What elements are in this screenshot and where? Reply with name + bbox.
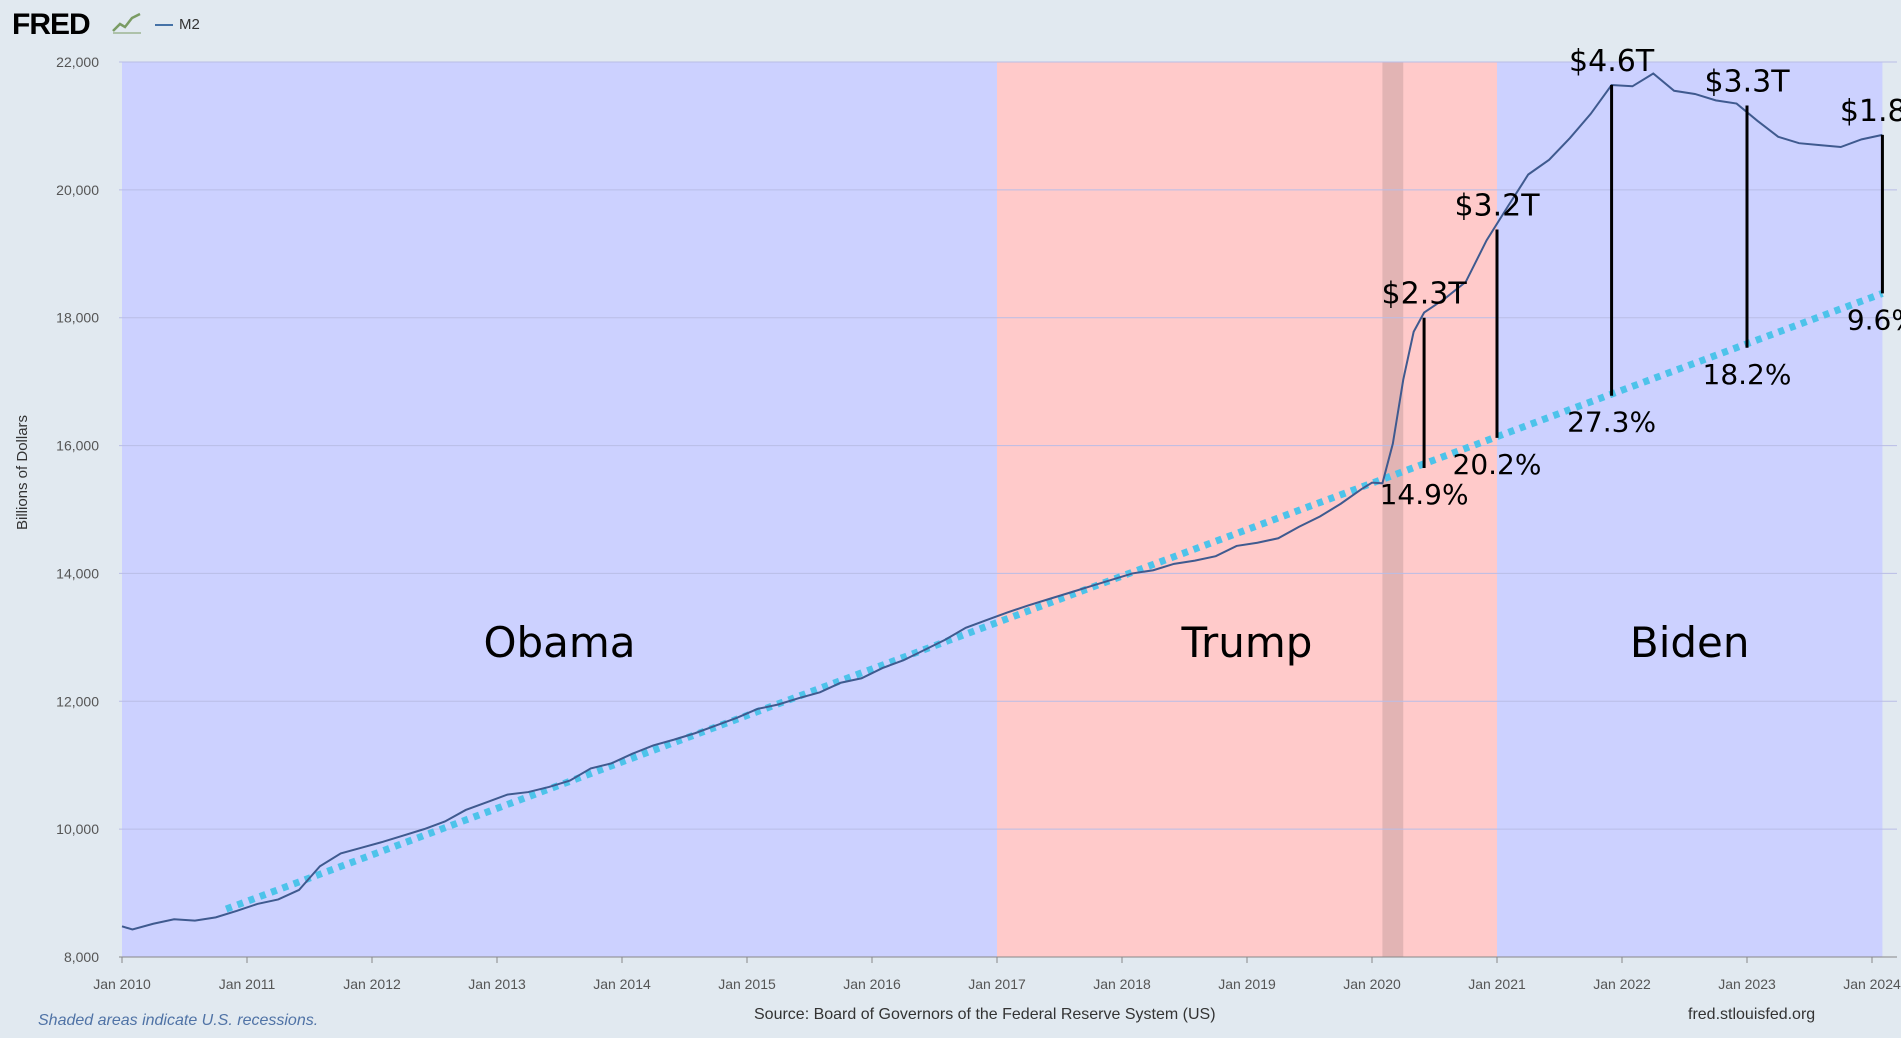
x-tick-label: Jan 2019 bbox=[1218, 976, 1276, 992]
gap-percent-label: 14.9% bbox=[1380, 478, 1469, 511]
y-tick-label: 22,000 bbox=[56, 54, 99, 70]
y-tick-label: 14,000 bbox=[56, 565, 99, 581]
gap-amount-label: $2.3T bbox=[1382, 277, 1468, 312]
x-tick-label: Jan 2020 bbox=[1343, 976, 1401, 992]
gap-amount-label: $1.8T bbox=[1840, 94, 1901, 129]
x-tick-label: Jan 2015 bbox=[718, 976, 776, 992]
x-tick-label: Jan 2011 bbox=[219, 976, 276, 992]
x-tick-label: Jan 2018 bbox=[1093, 976, 1151, 992]
x-tick-label: Jan 2023 bbox=[1718, 976, 1776, 992]
term-band-biden bbox=[1497, 62, 1883, 957]
gap-amount-label: $4.6T bbox=[1569, 44, 1655, 79]
legend-label: M2 bbox=[179, 16, 200, 33]
y-tick-label: 8,000 bbox=[64, 949, 99, 965]
m2-series-line bbox=[121, 72, 1883, 931]
y-tick-label: 12,000 bbox=[56, 693, 99, 709]
term-band-trump bbox=[997, 62, 1497, 957]
x-tick-label: Jan 2017 bbox=[968, 976, 1026, 992]
chart-area[interactable]: 8,000 10,000 12,000 14,000 16,000 18,000 20,00… bbox=[0, 0, 1901, 1000]
x-tick-label: Jan 2016 bbox=[843, 976, 901, 992]
legend-line-swatch bbox=[155, 23, 173, 26]
source-text: Source: Board of Governors of the Federa… bbox=[754, 1006, 1216, 1023]
site-link[interactable]: fred.stlouisfed.org bbox=[1688, 1006, 1816, 1023]
x-tick-label: Jan 2021 bbox=[1468, 976, 1526, 992]
x-tick-label: Jan 2014 bbox=[593, 976, 651, 992]
gap-amount-label: $3.2T bbox=[1454, 188, 1540, 223]
gap-percent-label: 20.2% bbox=[1453, 448, 1542, 481]
fred-logo[interactable]: FRED bbox=[12, 8, 91, 41]
y-tick-label: 10,000 bbox=[56, 821, 99, 837]
x-tick-label: Jan 2013 bbox=[468, 976, 526, 992]
x-tick-label: Jan 2010 bbox=[93, 976, 151, 992]
recession-band bbox=[1382, 62, 1404, 957]
line-chart-icon bbox=[112, 12, 141, 34]
gap-amount-label: $3.3T bbox=[1704, 64, 1790, 99]
term-label-obama: Obama bbox=[483, 618, 635, 667]
gap-percent-label: 9.6% bbox=[1847, 303, 1901, 336]
y-tick-label: 20,000 bbox=[56, 182, 99, 198]
y-tick-label: 16,000 bbox=[56, 438, 99, 454]
gap-percent-label: 27.3% bbox=[1567, 406, 1656, 439]
x-tick-label: Jan 2022 bbox=[1593, 976, 1651, 992]
recession-note: Shaded areas indicate U.S. recessions. bbox=[38, 1012, 319, 1029]
legend[interactable]: M2 bbox=[155, 16, 200, 33]
y-tick-label: 18,000 bbox=[56, 310, 99, 326]
term-band-obama bbox=[122, 62, 997, 957]
x-tick-label: Jan 2024 bbox=[1843, 976, 1901, 992]
term-label-biden: Biden bbox=[1630, 618, 1750, 667]
gap-percent-label: 18.2% bbox=[1703, 358, 1792, 391]
x-tick-label: Jan 2012 bbox=[343, 976, 401, 992]
term-label-trump: Trump bbox=[1181, 618, 1313, 667]
